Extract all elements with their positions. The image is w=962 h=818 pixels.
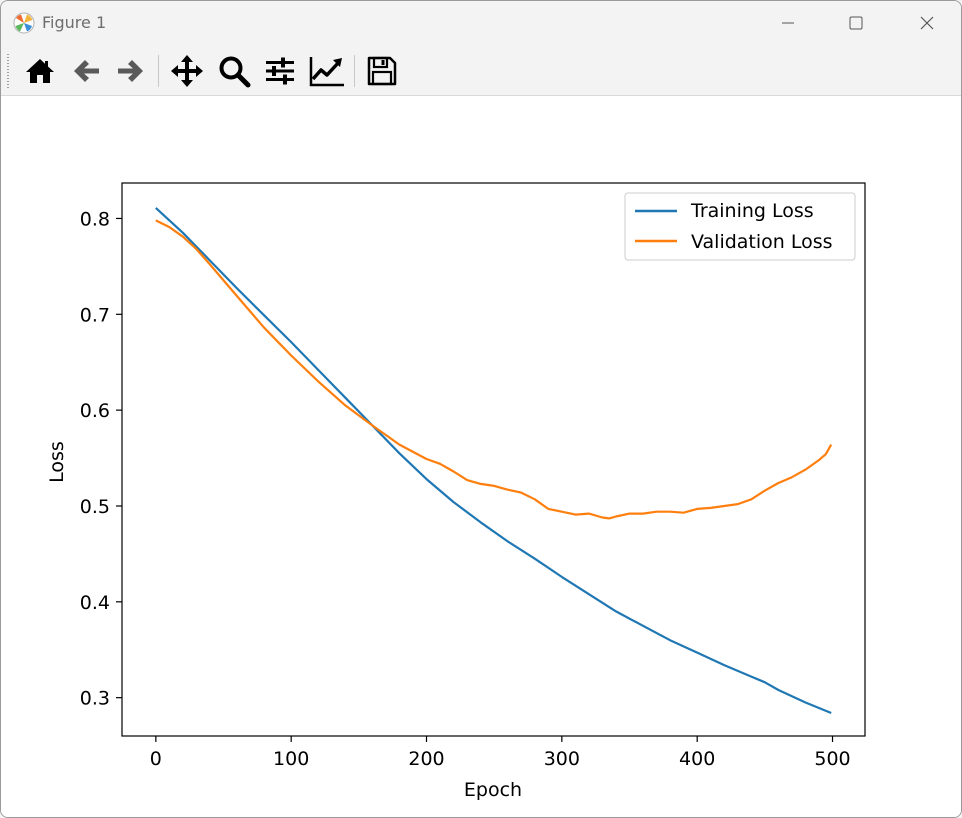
close-icon — [920, 16, 934, 30]
minimize-icon — [782, 22, 794, 24]
save-button[interactable] — [364, 53, 400, 89]
line-chart: 0 100 200 300 400 500 0.3 0.4 0.5 0.6 0.7 0.8 Epoc… — [46, 182, 866, 801]
configure-subplots-icon — [266, 57, 294, 85]
x-axis-label: Epoch — [464, 779, 522, 801]
legend-training-label: Training Loss — [690, 200, 814, 222]
y-tick-label: 0.3 — [80, 688, 110, 710]
save-icon — [367, 56, 397, 86]
home-icon — [26, 59, 54, 83]
toolbar-separator — [354, 55, 355, 87]
pan-icon — [171, 55, 203, 87]
edit-axis-icon — [309, 57, 344, 87]
x-tick-label: 500 — [814, 748, 850, 770]
back-arrow-icon — [74, 60, 99, 82]
y-tick-label: 0.4 — [80, 592, 110, 614]
y-tick-label: 0.6 — [80, 400, 110, 422]
matplotlib-logo-icon — [13, 12, 35, 34]
forward-button[interactable] — [113, 53, 149, 89]
x-tick-label: 300 — [544, 748, 580, 770]
toolbar-separator — [158, 55, 159, 87]
training-loss-line — [155, 207, 832, 715]
navigation-toolbar — [1, 45, 961, 96]
x-tick-label: 200 — [408, 748, 444, 770]
minimize-button[interactable] — [765, 1, 811, 45]
y-tick-label: 0.7 — [80, 304, 110, 326]
y-tick-label: 0.8 — [80, 208, 110, 230]
edit-axis-button[interactable] — [309, 53, 345, 89]
back-button[interactable] — [68, 53, 104, 89]
window-title: Figure 1 — [42, 13, 107, 32]
figure-canvas[interactable]: 0 100 200 300 400 500 0.3 0.4 0.5 0.6 0.7 0.8 Epoc… — [1, 96, 961, 817]
close-button[interactable] — [904, 1, 950, 45]
maximize-icon — [849, 16, 863, 30]
zoom-button[interactable] — [216, 53, 252, 89]
pan-button[interactable] — [169, 53, 205, 89]
configure-subplots-button[interactable] — [262, 53, 298, 89]
y-axis-label: Loss — [46, 441, 68, 483]
zoom-icon — [219, 56, 251, 88]
title-bar[interactable]: Figure 1 — [1, 1, 961, 45]
legend-box — [624, 192, 856, 261]
x-tick-label: 100 — [273, 748, 309, 770]
home-button[interactable] — [22, 53, 58, 89]
y-tick-label: 0.5 — [80, 496, 110, 518]
x-tick-label: 0 — [150, 748, 162, 770]
axes-frame — [121, 182, 866, 737]
legend[interactable]: Training Loss Validation Loss — [624, 192, 856, 261]
maximize-button[interactable] — [833, 1, 879, 45]
legend-validation-label: Validation Loss — [691, 231, 833, 253]
validation-loss-line — [155, 219, 833, 520]
toolbar-grip[interactable] — [7, 54, 9, 88]
forward-arrow-icon — [118, 60, 143, 82]
x-tick-label: 400 — [679, 748, 715, 770]
